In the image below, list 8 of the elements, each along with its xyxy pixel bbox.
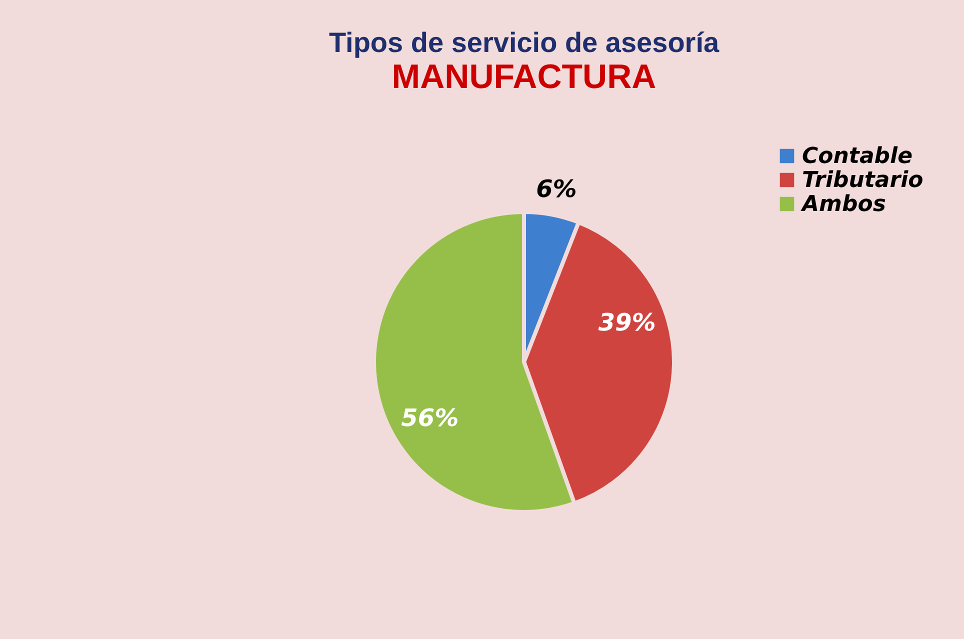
legend-label: Tributario xyxy=(802,168,924,193)
chart-subtitle: MANUFACTURA xyxy=(392,58,656,96)
chart-title: Tipos de servicio de asesoría xyxy=(328,27,720,58)
legend-label: Contable xyxy=(802,144,913,169)
data-label: 56% xyxy=(401,404,459,432)
data-label: 39% xyxy=(598,308,656,336)
legend-label: Ambos xyxy=(800,192,886,217)
data-label: 6% xyxy=(536,175,577,204)
